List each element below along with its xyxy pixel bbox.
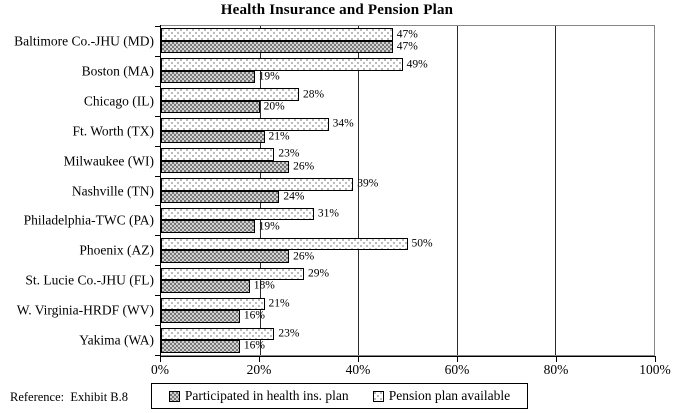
bar-health bbox=[161, 70, 255, 84]
x-tick-label: 100% bbox=[639, 362, 671, 377]
y-tick-mark bbox=[155, 235, 160, 236]
bar-value-label: 47% bbox=[396, 40, 418, 53]
bar-pension bbox=[161, 207, 314, 221]
x-tick-label: 60% bbox=[444, 362, 470, 377]
x-tick-label: 20% bbox=[246, 362, 272, 377]
y-axis-line bbox=[160, 25, 161, 357]
x-tick-label: 80% bbox=[543, 362, 569, 377]
bar-pension bbox=[161, 178, 354, 191]
bar-value-label: 50% bbox=[411, 237, 433, 250]
bar-value-label: 18% bbox=[253, 279, 275, 292]
category-label: Philadelphia-TWC (PA) bbox=[23, 212, 154, 228]
x-tick-mark bbox=[259, 357, 260, 362]
y-tick-mark bbox=[155, 265, 160, 266]
category-label: Milwaukee (WI) bbox=[63, 152, 154, 168]
y-tick-mark bbox=[155, 325, 160, 326]
gridline bbox=[555, 26, 557, 355]
category-label: Phoenix (AZ) bbox=[79, 242, 154, 258]
y-tick-mark bbox=[155, 116, 160, 117]
y-tick-mark bbox=[155, 56, 160, 57]
bar-value-label: 26% bbox=[293, 160, 315, 173]
category-label: Baltimore Co.-JHU (MD) bbox=[14, 33, 154, 49]
y-tick-mark bbox=[155, 355, 160, 356]
y-tick-mark bbox=[155, 26, 160, 27]
bar-value-label: 28% bbox=[303, 87, 325, 100]
bar-value-label: 21% bbox=[268, 130, 290, 143]
x-tick-mark bbox=[457, 357, 458, 362]
bar-pension bbox=[161, 267, 304, 281]
bar-value-label: 19% bbox=[258, 219, 280, 232]
category-label: Yakima (WA) bbox=[79, 332, 154, 348]
x-tick-label: 0% bbox=[151, 362, 169, 377]
bar-health bbox=[161, 130, 265, 144]
category-label: Ft. Worth (TX) bbox=[72, 122, 154, 138]
bar-value-label: 16% bbox=[243, 339, 265, 352]
category-label: W. Virginia-HRDF (WV) bbox=[16, 302, 154, 318]
legend-label-pension: Pension plan available bbox=[388, 388, 511, 403]
x-tick-mark bbox=[556, 357, 557, 362]
legend-swatch-pension-icon bbox=[372, 390, 384, 402]
bar-pension bbox=[161, 327, 275, 341]
legend-item-pension: Pension plan available bbox=[372, 388, 511, 404]
category-label: Chicago (IL) bbox=[83, 93, 154, 109]
y-tick-mark bbox=[155, 146, 160, 147]
bar-health bbox=[161, 40, 393, 54]
bar-value-label: 19% bbox=[258, 70, 280, 83]
bar-value-label: 23% bbox=[278, 327, 300, 340]
category-label: Boston (MA) bbox=[81, 63, 154, 79]
y-tick-mark bbox=[155, 295, 160, 296]
bar-health bbox=[161, 220, 255, 233]
y-tick-mark bbox=[155, 205, 160, 206]
bar-value-label: 34% bbox=[332, 117, 354, 130]
bar-pension bbox=[161, 58, 403, 71]
bar-value-label: 47% bbox=[396, 27, 418, 40]
bar-pension bbox=[161, 28, 393, 41]
bar-health bbox=[161, 160, 290, 174]
x-tick-mark bbox=[358, 357, 359, 362]
bar-health bbox=[161, 310, 240, 323]
bar-pension bbox=[161, 148, 275, 161]
reference-note: Reference: Exhibit B.8 bbox=[10, 390, 129, 404]
bar-pension bbox=[161, 297, 265, 311]
chart-title: Health Insurance and Pension Plan bbox=[220, 2, 454, 18]
bar-health bbox=[161, 340, 240, 353]
bar-pension bbox=[161, 88, 300, 101]
bar-value-label: 39% bbox=[357, 177, 379, 190]
legend-item-health: Participated in health ins. plan bbox=[168, 388, 349, 404]
bar-value-label: 29% bbox=[307, 267, 330, 280]
bar-health bbox=[161, 100, 260, 114]
bar-pension bbox=[161, 237, 408, 251]
plot-area: 47% 47% 49% 19% 28% 20% 34% 21% 23% 26% 39% 24% 31% 1… bbox=[160, 25, 655, 356]
bar-value-label: 21% bbox=[268, 297, 290, 310]
gridline bbox=[358, 26, 360, 355]
legend-label-health: Participated in health ins. plan bbox=[184, 388, 349, 403]
bar-pension bbox=[161, 118, 329, 131]
bar-value-label: 20% bbox=[263, 100, 285, 113]
bar-value-label: 49% bbox=[406, 57, 428, 70]
bar-value-label: 26% bbox=[293, 249, 315, 262]
category-axis: Baltimore Co.-JHU (MD) Boston (MA) Chicago… bbox=[0, 25, 154, 356]
category-label: St. Lucie Co.-JHU (FL) bbox=[25, 272, 154, 288]
gridline bbox=[456, 26, 458, 355]
category-label: Nashville (TN) bbox=[71, 182, 154, 198]
legend-swatch-health-icon bbox=[168, 390, 180, 402]
bar-health bbox=[161, 190, 280, 203]
bar-health bbox=[161, 280, 250, 293]
legend: Participated in health ins. plan Pension… bbox=[151, 383, 528, 409]
x-tick-mark bbox=[655, 357, 656, 362]
bar-value-label: 23% bbox=[278, 147, 300, 160]
x-tick-label: 40% bbox=[345, 362, 371, 377]
x-tick-mark bbox=[160, 357, 161, 362]
y-tick-mark bbox=[155, 86, 160, 87]
x-axis-line bbox=[160, 356, 656, 357]
bar-value-label: 31% bbox=[317, 207, 339, 220]
bar-health bbox=[161, 250, 290, 263]
bar-value-label: 24% bbox=[283, 190, 305, 202]
y-tick-mark bbox=[155, 176, 160, 177]
bar-value-label: 16% bbox=[243, 309, 265, 322]
